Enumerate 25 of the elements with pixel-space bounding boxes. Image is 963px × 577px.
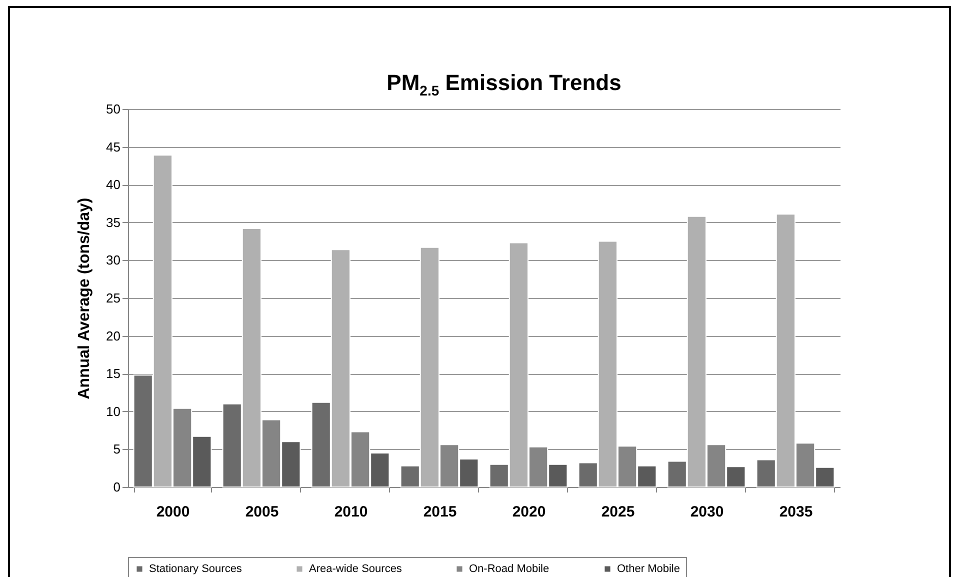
chart-title: PM$_{2.5}$ Emission Trends <box>386 70 622 98</box>
x-tick-label: 2000 <box>156 504 190 520</box>
y-tick-label: 10 <box>106 404 120 419</box>
y-tick-label: 20 <box>106 328 120 344</box>
y-tick-label: 50 <box>106 102 120 116</box>
y-tick-label: 45 <box>106 139 120 154</box>
y-tick-label: 35 <box>106 214 120 230</box>
y-tick-label: 25 <box>106 290 120 306</box>
legend-label: Stationary Sources <box>149 562 242 575</box>
x-tick-label: 2010 <box>334 504 368 520</box>
x-tick-label: 2030 <box>690 504 724 520</box>
legend-label: Other Mobile <box>617 562 680 575</box>
y-tick-label: 0 <box>113 480 120 494</box>
y-tick-label: 30 <box>106 252 120 268</box>
x-tick-label: 2025 <box>601 504 635 520</box>
y-tick-label: 40 <box>106 177 120 192</box>
x-tick-label: 2005 <box>245 504 279 520</box>
x-tick-label: 2020 <box>512 504 546 520</box>
y-tick-label: 5 <box>113 442 120 457</box>
x-tick-label: 2035 <box>779 504 813 520</box>
y-axis-title: Annual Average (tons/day) <box>76 198 94 400</box>
legend-label: On-Road Mobile <box>469 562 550 575</box>
x-tick-label: 2015 <box>423 504 457 520</box>
legend-label: Area-wide Sources <box>309 562 402 575</box>
y-tick-label: 15 <box>106 366 120 382</box>
